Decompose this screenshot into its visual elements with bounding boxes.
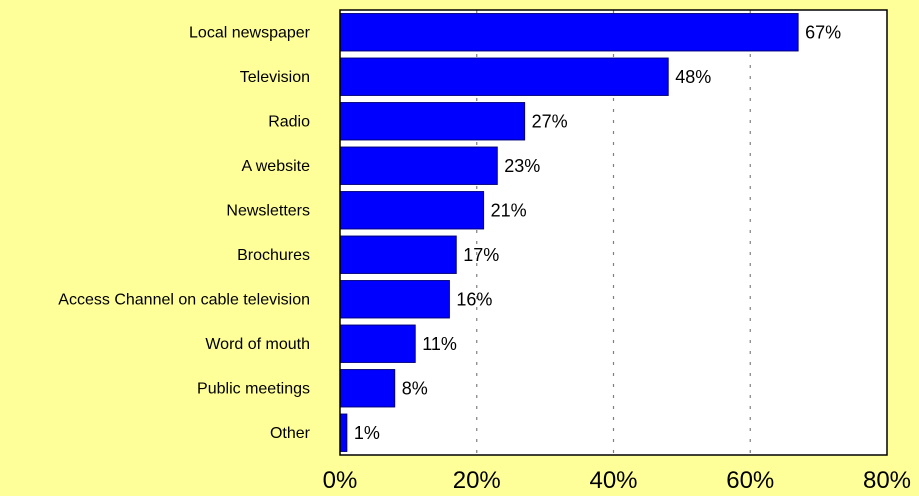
category-label-6: Access Channel on cable television [58, 291, 310, 308]
data-label-2: 27% [532, 111, 568, 131]
bar-7 [339, 324, 416, 363]
bar-2 [339, 102, 526, 141]
bar-8 [339, 369, 396, 408]
bar-5 [339, 235, 457, 274]
bar-4 [339, 191, 485, 230]
category-label-0: Local newspaper [189, 24, 311, 41]
category-label-4: Newsletters [226, 202, 310, 219]
data-label-8: 8% [402, 378, 428, 398]
category-label-2: Radio [268, 113, 310, 130]
x-tick-label-2: 40% [589, 467, 637, 494]
category-label-7: Word of mouth [205, 336, 310, 353]
bar-1 [339, 57, 669, 96]
category-label-9: Other [270, 425, 311, 442]
data-label-0: 67% [805, 22, 841, 42]
category-label-3: A website [242, 158, 311, 175]
x-tick-label-0: 0% [323, 467, 358, 494]
data-label-3: 23% [504, 156, 540, 176]
category-label-5: Brochures [237, 247, 310, 264]
data-label-9: 1% [354, 423, 380, 443]
x-tick-label-4: 80% [863, 467, 911, 494]
bar-6 [339, 280, 450, 319]
data-label-6: 16% [456, 289, 492, 309]
plot-border [339, 9, 888, 456]
data-label-1: 48% [675, 67, 711, 87]
data-label-7: 11% [422, 334, 457, 354]
bar-3 [339, 146, 498, 185]
category-label-1: Television [240, 69, 310, 86]
bar-9 [339, 413, 348, 452]
bar-0 [339, 13, 799, 52]
category-label-8: Public meetings [197, 380, 310, 397]
x-tick-label-3: 60% [726, 467, 774, 494]
data-label-5: 17% [463, 245, 499, 265]
data-label-4: 21% [491, 200, 527, 220]
x-tick-label-1: 20% [453, 467, 501, 494]
